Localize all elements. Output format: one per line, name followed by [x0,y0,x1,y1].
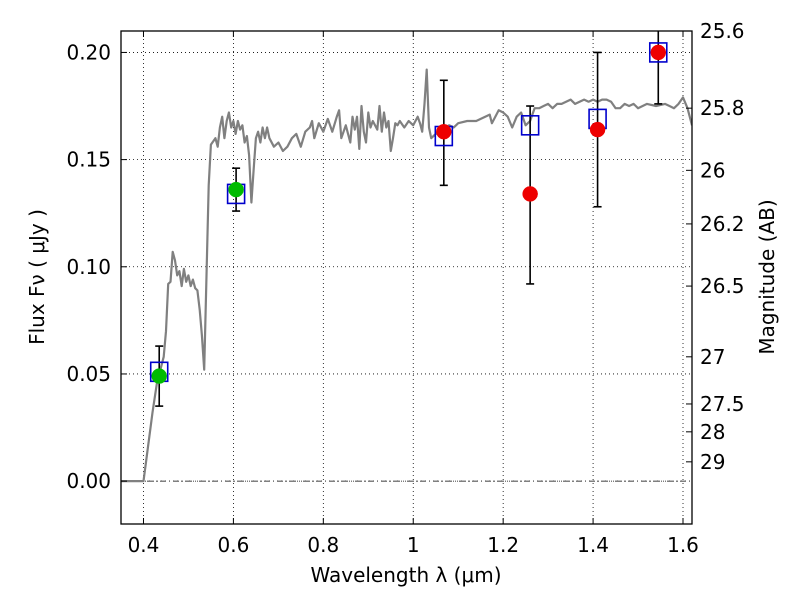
right-tick-label: 27.5 [700,392,745,416]
y-axis-label: Flux Fν ( μJy ) [25,209,49,345]
y-tick-label: 0.15 [66,148,111,172]
tick-label-layer: 0.4 0.6 0.8 1 1.2 1.4 1.6 0.00 0.05 0.10 0.15 0.20 2… [66,19,744,557]
right-axis-label: Magnitude (AB) [755,199,779,354]
right-tick-label: 26 [700,158,725,182]
x-tick-label: 1.4 [577,533,609,557]
green-data-point [151,368,167,384]
x-tick-label: 1 [407,533,420,557]
x-tick-label: 0.6 [217,533,249,557]
y-tick-label: 0.20 [66,40,111,64]
right-tick-label: 28 [700,420,725,444]
red-data-point [589,121,606,138]
right-tick-label: 27 [700,345,725,369]
x-tick-label: 0.8 [307,533,339,557]
y-tick-label: 0.00 [66,469,111,493]
red-data-point [436,123,452,140]
right-tick-label: 26.5 [700,274,745,298]
model-flux-box [648,42,668,63]
green-data-point [228,181,244,198]
red-data-point [650,44,667,61]
x-tick-label: 1.2 [487,533,519,557]
right-tick-label: 29 [700,450,725,474]
model-flux-box [520,115,540,136]
red-data-point [522,186,538,202]
tick-layer [121,30,692,524]
model-spectrum-line [121,68,692,483]
x-tick-label: 1.6 [667,533,699,557]
x-axis-label: Wavelength λ (μm) [310,563,501,587]
plot-frame [120,30,693,525]
y-tick-label: 0.05 [66,362,111,386]
y-tick-label: 0.10 [66,255,111,279]
x-tick-label: 0.4 [128,533,160,557]
right-tick-label: 25.6 [700,19,745,43]
plot-content [121,31,692,483]
right-tick-label: 25.8 [700,96,745,120]
right-tick-label: 26.2 [700,212,745,236]
